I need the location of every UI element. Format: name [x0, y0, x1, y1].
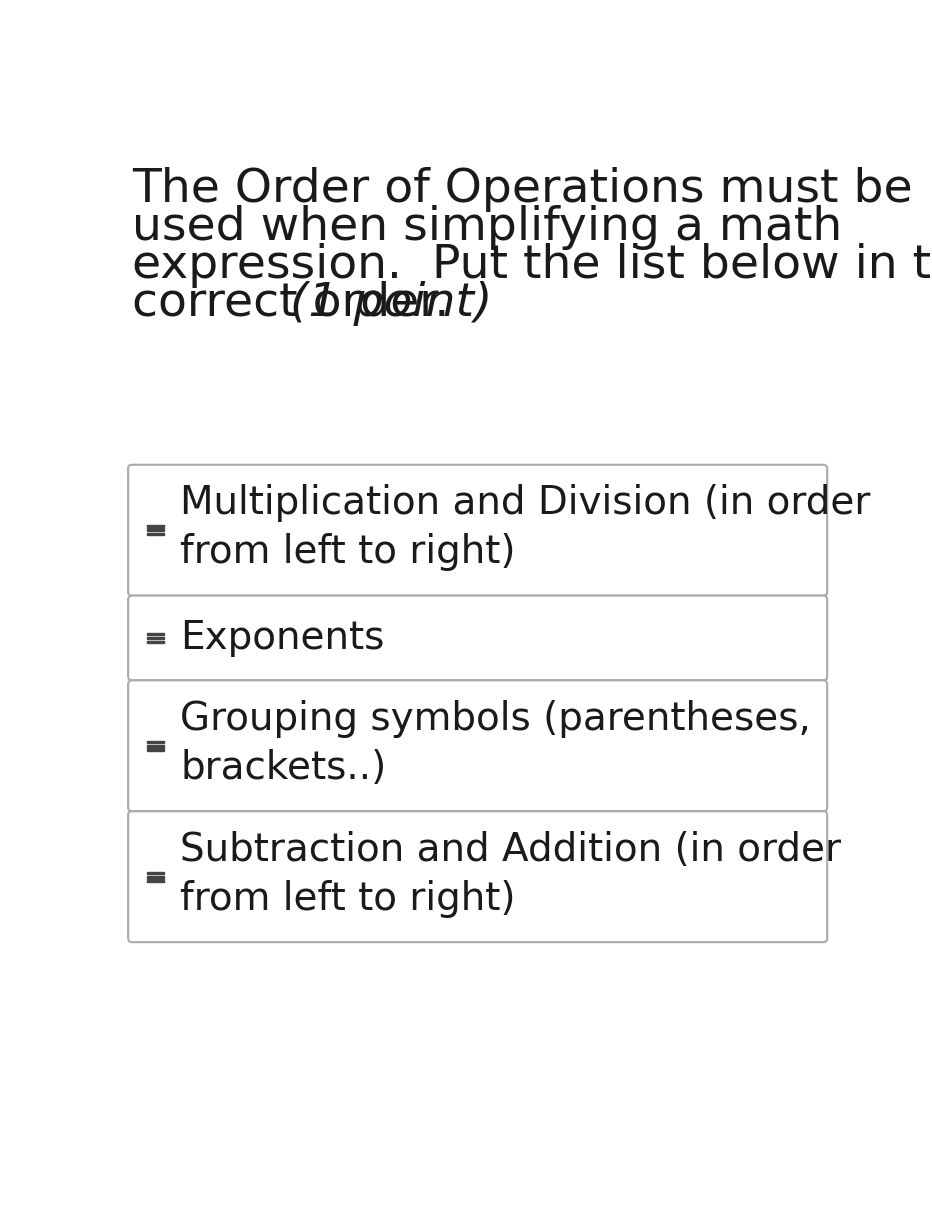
FancyBboxPatch shape [128, 465, 828, 595]
Bar [146, 529, 164, 531]
Text: Multiplication and Division (in order: Multiplication and Division (in order [180, 484, 870, 522]
FancyBboxPatch shape [128, 811, 828, 943]
Text: from left to right): from left to right) [180, 880, 515, 918]
Text: Exponents: Exponents [180, 620, 384, 657]
Text: expression.  Put the list below in the: expression. Put the list below in the [132, 243, 932, 288]
Bar [146, 641, 164, 643]
Text: correct order.: correct order. [132, 281, 479, 325]
Text: brackets..): brackets..) [180, 749, 386, 786]
Text: Subtraction and Addition (in order: Subtraction and Addition (in order [180, 830, 841, 869]
Bar [146, 525, 164, 528]
Bar [146, 633, 164, 635]
Bar [146, 876, 164, 878]
Bar [146, 636, 164, 639]
Bar [146, 871, 164, 874]
Text: (1 point): (1 point) [290, 281, 492, 325]
Text: Grouping symbols (parentheses,: Grouping symbols (parentheses, [180, 699, 811, 738]
Text: from left to right): from left to right) [180, 534, 515, 571]
Bar [146, 880, 164, 882]
Text: used when simplifying a math: used when simplifying a math [132, 204, 843, 249]
Bar [146, 741, 164, 743]
Bar [146, 532, 164, 535]
Text: The Order of Operations must be: The Order of Operations must be [132, 167, 912, 212]
FancyBboxPatch shape [128, 680, 828, 811]
Bar [146, 744, 164, 747]
Bar [146, 749, 164, 750]
FancyBboxPatch shape [128, 595, 828, 680]
